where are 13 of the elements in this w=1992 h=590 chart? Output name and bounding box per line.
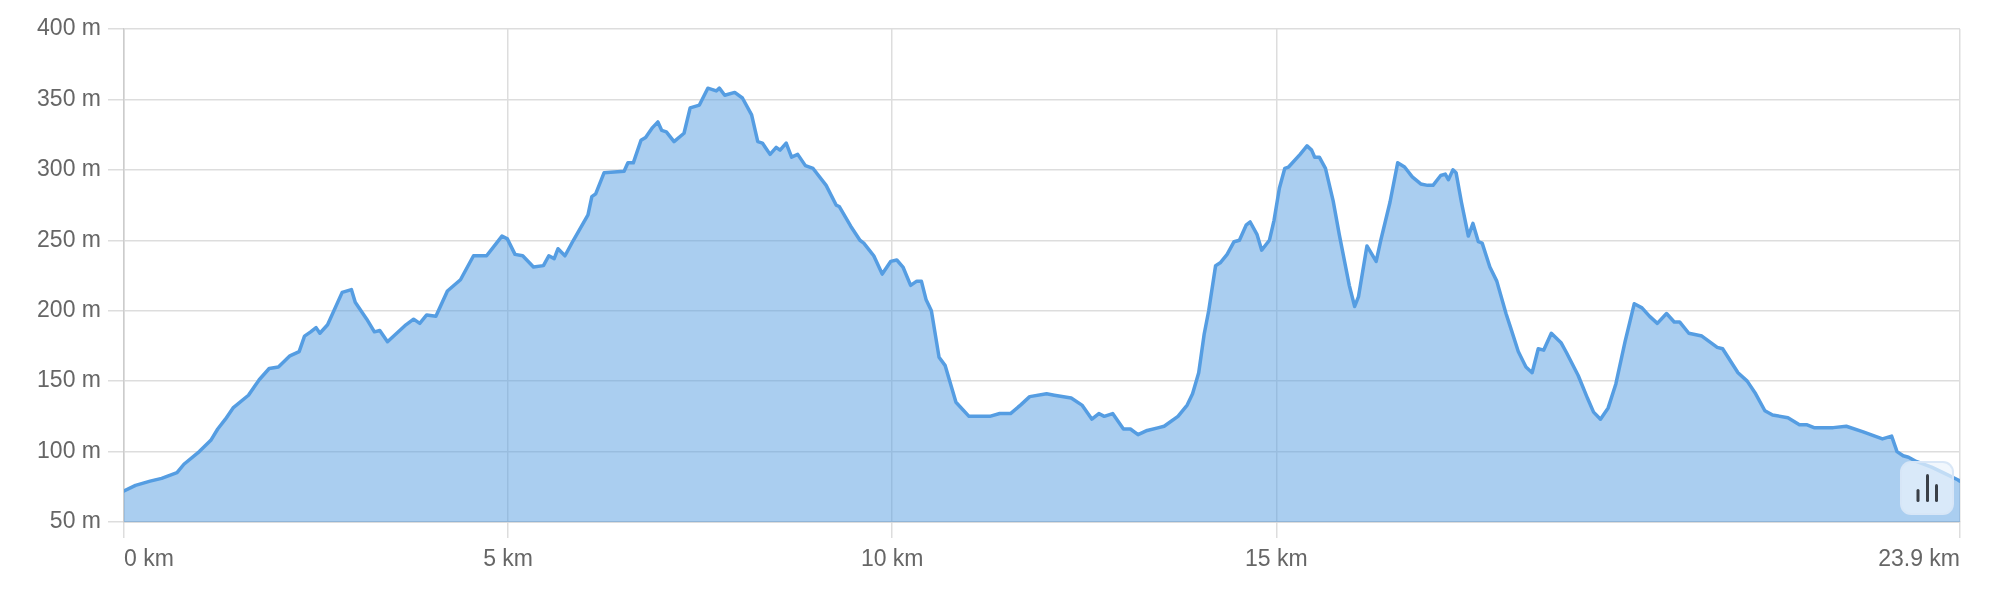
- y-tick-label: 400 m: [37, 14, 101, 41]
- y-tick-label: 150 m: [37, 366, 101, 393]
- y-tick-label: 300 m: [37, 155, 101, 182]
- x-tick-label: 0 km: [124, 545, 174, 572]
- x-tick-label: 10 km: [860, 545, 924, 572]
- x-tick-label: 23.9 km: [1878, 545, 1960, 572]
- y-tick-label: 350 m: [37, 84, 101, 111]
- x-tick-label: 5 km: [483, 545, 534, 572]
- x-tick-label: 15 km: [1244, 545, 1308, 572]
- y-tick-label: 50 m: [49, 507, 101, 534]
- y-tick-label: 200 m: [37, 296, 101, 323]
- y-tick-label: 250 m: [37, 225, 101, 252]
- y-tick-label: 100 m: [37, 436, 101, 463]
